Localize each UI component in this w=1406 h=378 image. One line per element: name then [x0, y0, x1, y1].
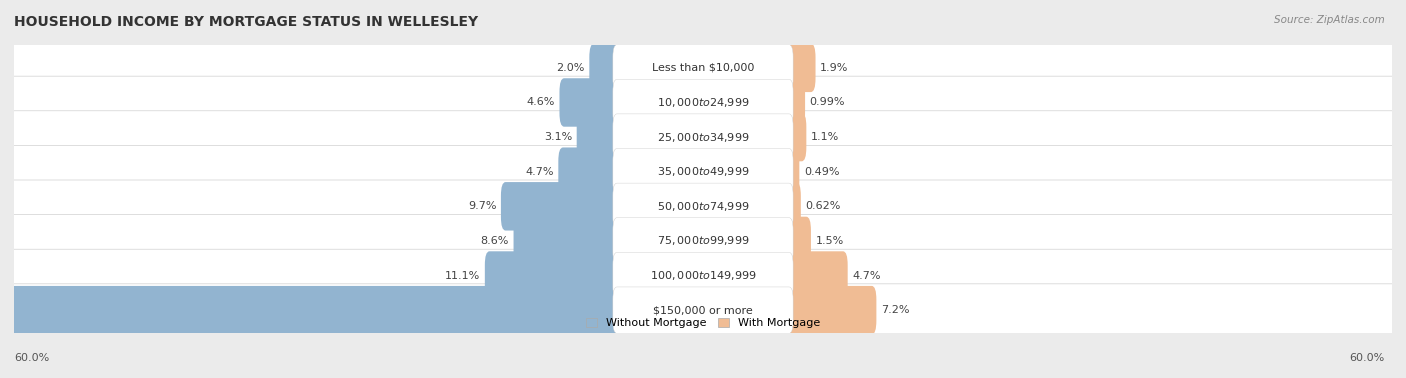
- FancyBboxPatch shape: [785, 113, 807, 161]
- FancyBboxPatch shape: [11, 76, 1395, 129]
- FancyBboxPatch shape: [785, 217, 811, 265]
- Text: 60.0%: 60.0%: [14, 353, 49, 363]
- FancyBboxPatch shape: [0, 286, 621, 335]
- Text: 4.7%: 4.7%: [526, 167, 554, 177]
- Text: 7.2%: 7.2%: [882, 305, 910, 315]
- FancyBboxPatch shape: [613, 45, 793, 91]
- FancyBboxPatch shape: [785, 286, 876, 335]
- Text: 0.49%: 0.49%: [804, 167, 839, 177]
- Text: 60.0%: 60.0%: [1350, 353, 1385, 363]
- FancyBboxPatch shape: [785, 43, 815, 92]
- Text: 9.7%: 9.7%: [468, 201, 496, 211]
- Text: 0.62%: 0.62%: [806, 201, 841, 211]
- Text: 2.0%: 2.0%: [557, 63, 585, 73]
- Text: $75,000 to $99,999: $75,000 to $99,999: [657, 234, 749, 248]
- FancyBboxPatch shape: [11, 249, 1395, 302]
- FancyBboxPatch shape: [501, 182, 621, 231]
- FancyBboxPatch shape: [613, 218, 793, 264]
- Text: 8.6%: 8.6%: [481, 236, 509, 246]
- FancyBboxPatch shape: [558, 147, 621, 196]
- FancyBboxPatch shape: [560, 78, 621, 127]
- FancyBboxPatch shape: [613, 287, 793, 333]
- FancyBboxPatch shape: [785, 147, 800, 196]
- FancyBboxPatch shape: [613, 183, 793, 229]
- FancyBboxPatch shape: [485, 251, 621, 300]
- Text: $100,000 to $149,999: $100,000 to $149,999: [650, 269, 756, 282]
- Text: 11.1%: 11.1%: [444, 271, 481, 280]
- FancyBboxPatch shape: [11, 42, 1395, 94]
- FancyBboxPatch shape: [613, 79, 793, 125]
- Text: 1.9%: 1.9%: [820, 63, 848, 73]
- Text: $25,000 to $34,999: $25,000 to $34,999: [657, 130, 749, 144]
- FancyBboxPatch shape: [11, 180, 1395, 232]
- FancyBboxPatch shape: [11, 146, 1395, 198]
- Text: 1.5%: 1.5%: [815, 236, 844, 246]
- FancyBboxPatch shape: [11, 111, 1395, 163]
- Text: $150,000 or more: $150,000 or more: [654, 305, 752, 315]
- Text: Less than $10,000: Less than $10,000: [652, 63, 754, 73]
- Text: 4.6%: 4.6%: [526, 98, 555, 107]
- Text: 3.1%: 3.1%: [544, 132, 572, 142]
- FancyBboxPatch shape: [513, 217, 621, 265]
- Text: Source: ZipAtlas.com: Source: ZipAtlas.com: [1274, 15, 1385, 25]
- Text: 1.1%: 1.1%: [811, 132, 839, 142]
- Text: $10,000 to $24,999: $10,000 to $24,999: [657, 96, 749, 109]
- Text: 4.7%: 4.7%: [852, 271, 880, 280]
- Text: HOUSEHOLD INCOME BY MORTGAGE STATUS IN WELLESLEY: HOUSEHOLD INCOME BY MORTGAGE STATUS IN W…: [14, 15, 478, 29]
- Text: 0.99%: 0.99%: [810, 98, 845, 107]
- FancyBboxPatch shape: [785, 78, 806, 127]
- FancyBboxPatch shape: [11, 215, 1395, 267]
- Text: $35,000 to $49,999: $35,000 to $49,999: [657, 165, 749, 178]
- FancyBboxPatch shape: [785, 251, 848, 300]
- FancyBboxPatch shape: [11, 284, 1395, 336]
- Legend: Without Mortgage, With Mortgage: Without Mortgage, With Mortgage: [582, 313, 824, 333]
- FancyBboxPatch shape: [589, 43, 621, 92]
- Text: $50,000 to $74,999: $50,000 to $74,999: [657, 200, 749, 213]
- FancyBboxPatch shape: [613, 253, 793, 299]
- FancyBboxPatch shape: [576, 113, 621, 161]
- FancyBboxPatch shape: [613, 114, 793, 160]
- FancyBboxPatch shape: [613, 149, 793, 195]
- FancyBboxPatch shape: [785, 182, 801, 231]
